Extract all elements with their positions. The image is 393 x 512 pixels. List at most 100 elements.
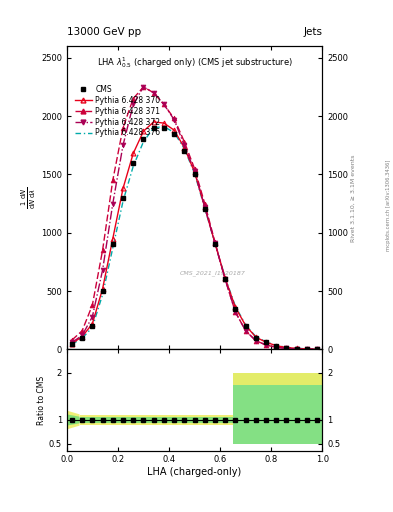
Pythia 6.428 372 [284, 345, 289, 351]
Pythia 6.428 371 [70, 337, 74, 343]
CMS [233, 306, 238, 312]
Pythia 6.428 371 [162, 101, 166, 108]
CMS [141, 136, 146, 142]
Pythia 6.428 376 [182, 146, 187, 152]
Pythia 6.428 370 [223, 275, 228, 281]
Pythia 6.428 372 [274, 344, 279, 350]
Pythia 6.428 370 [284, 345, 289, 351]
CMS [253, 335, 258, 341]
Legend: CMS, Pythia 6.428 370, Pythia 6.428 371, Pythia 6.428 372, Pythia 6.428 376: CMS, Pythia 6.428 370, Pythia 6.428 371,… [73, 83, 162, 139]
Pythia 6.428 371 [294, 346, 299, 352]
Pythia 6.428 371 [151, 90, 156, 96]
Pythia 6.428 370 [233, 304, 238, 310]
Pythia 6.428 372 [90, 314, 95, 320]
Pythia 6.428 370 [100, 286, 105, 292]
Y-axis label: Ratio to CMS: Ratio to CMS [37, 375, 46, 424]
Pythia 6.428 370 [264, 339, 268, 345]
Pythia 6.428 371 [131, 96, 136, 102]
Pythia 6.428 376 [274, 343, 279, 349]
Pythia 6.428 370 [172, 127, 176, 133]
Pythia 6.428 371 [141, 84, 146, 90]
Pythia 6.428 370 [294, 345, 299, 351]
X-axis label: LHA (charged-only): LHA (charged-only) [147, 467, 242, 477]
Pythia 6.428 376 [213, 240, 217, 246]
CMS [192, 172, 197, 178]
Line: Pythia 6.428 371: Pythia 6.428 371 [70, 84, 320, 352]
Pythia 6.428 371 [121, 125, 125, 131]
CMS [121, 195, 125, 201]
Pythia 6.428 371 [233, 309, 238, 315]
Pythia 6.428 376 [131, 163, 136, 169]
Pythia 6.428 370 [274, 343, 279, 349]
Pythia 6.428 376 [80, 335, 84, 342]
CMS [213, 241, 217, 247]
Pythia 6.428 371 [172, 115, 176, 121]
Pythia 6.428 371 [315, 346, 320, 352]
Pythia 6.428 371 [243, 328, 248, 334]
Pythia 6.428 372 [305, 346, 309, 352]
Pythia 6.428 371 [202, 201, 207, 207]
Pythia 6.428 372 [100, 267, 105, 273]
Pythia 6.428 370 [131, 151, 136, 157]
Pythia 6.428 376 [141, 139, 146, 145]
Pythia 6.428 370 [202, 204, 207, 210]
Pythia 6.428 370 [141, 128, 146, 134]
Pythia 6.428 372 [233, 309, 238, 315]
CMS [305, 346, 309, 352]
Pythia 6.428 372 [151, 90, 156, 96]
Pythia 6.428 372 [243, 328, 248, 334]
Pythia 6.428 370 [90, 321, 95, 327]
CMS [131, 160, 136, 166]
Pythia 6.428 376 [70, 341, 74, 347]
CMS [110, 241, 115, 247]
Pythia 6.428 370 [80, 333, 84, 339]
Pythia 6.428 376 [162, 123, 166, 130]
Pythia 6.428 372 [80, 332, 84, 338]
Pythia 6.428 370 [151, 119, 156, 125]
Pythia 6.428 372 [110, 201, 115, 207]
CMS [90, 323, 95, 329]
Text: LHA $\lambda^{1}_{0.5}$ (charged only) (CMS jet substructure): LHA $\lambda^{1}_{0.5}$ (charged only) (… [97, 55, 292, 70]
Pythia 6.428 370 [162, 120, 166, 126]
Pythia 6.428 370 [110, 236, 115, 242]
Text: 13000 GeV pp: 13000 GeV pp [67, 27, 141, 37]
Pythia 6.428 376 [294, 345, 299, 351]
Pythia 6.428 371 [80, 328, 84, 334]
Pythia 6.428 376 [284, 344, 289, 350]
Y-axis label: Rivet 3.1.10, ≥ 3.1M events: Rivet 3.1.10, ≥ 3.1M events [351, 154, 356, 242]
Pythia 6.428 370 [192, 169, 197, 175]
CMS [243, 323, 248, 329]
Pythia 6.428 370 [315, 346, 320, 352]
Pythia 6.428 372 [141, 84, 146, 90]
Pythia 6.428 376 [315, 346, 320, 352]
Pythia 6.428 372 [264, 342, 268, 348]
Pythia 6.428 372 [294, 346, 299, 352]
CMS [151, 125, 156, 131]
CMS [315, 346, 320, 352]
Pythia 6.428 371 [284, 345, 289, 351]
CMS [284, 345, 289, 351]
Pythia 6.428 370 [121, 185, 125, 191]
Pythia 6.428 371 [264, 342, 268, 348]
Pythia 6.428 372 [202, 204, 207, 210]
Pythia 6.428 371 [305, 346, 309, 352]
CMS [274, 343, 279, 349]
Pythia 6.428 371 [90, 302, 95, 308]
Pythia 6.428 370 [70, 340, 74, 347]
CMS [294, 346, 299, 352]
Pythia 6.428 372 [223, 276, 228, 283]
Y-axis label: $\frac{1}{\mathrm{d}N}\frac{\mathrm{d}N}{\mathrm{d}\lambda}$: $\frac{1}{\mathrm{d}N}\frac{\mathrm{d}N}… [20, 187, 38, 209]
Pythia 6.428 376 [243, 322, 248, 328]
Line: CMS: CMS [70, 125, 320, 352]
Pythia 6.428 371 [223, 276, 228, 283]
Pythia 6.428 371 [110, 177, 115, 183]
Pythia 6.428 376 [253, 333, 258, 339]
Pythia 6.428 370 [243, 323, 248, 329]
Pythia 6.428 370 [305, 346, 309, 352]
Pythia 6.428 372 [162, 101, 166, 108]
CMS [70, 340, 74, 347]
Pythia 6.428 376 [223, 274, 228, 281]
Pythia 6.428 370 [253, 334, 258, 340]
Pythia 6.428 376 [172, 130, 176, 136]
Pythia 6.428 376 [90, 324, 95, 330]
